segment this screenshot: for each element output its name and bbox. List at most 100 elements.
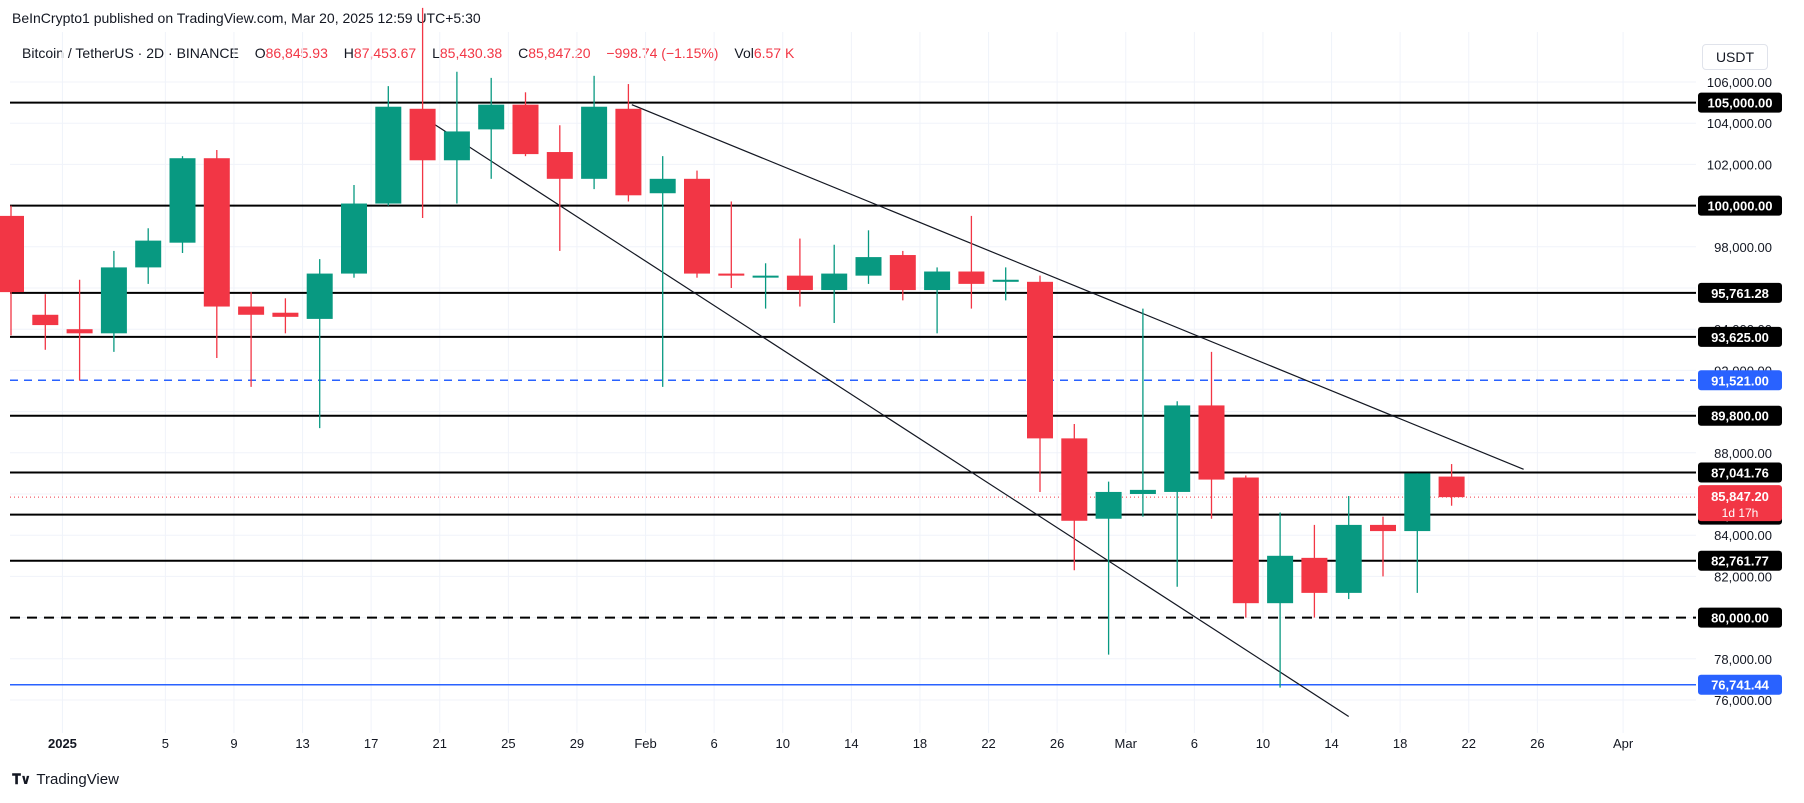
candle-up[interactable]	[375, 106, 402, 204]
candle-down[interactable]	[718, 273, 745, 276]
candle-down[interactable]	[889, 255, 916, 291]
candle-down[interactable]	[203, 158, 230, 307]
x-tick-label: 9	[230, 736, 237, 751]
level-tag	[1698, 370, 1782, 391]
y-tick-label: 98,000.00	[1714, 240, 1772, 255]
x-tick-label: 14	[1324, 736, 1338, 751]
candle-down[interactable]	[1438, 476, 1465, 498]
y-tick-label: 106,000.00	[1707, 75, 1772, 90]
candle-down[interactable]	[66, 329, 93, 334]
x-tick-label: 29	[570, 736, 584, 751]
x-tick-label: 21	[433, 736, 447, 751]
high-label: H	[343, 45, 354, 61]
x-tick-label: 18	[1393, 736, 1407, 751]
level-tag-label: 91,521.00	[1711, 373, 1769, 388]
candle-down[interactable]	[684, 178, 710, 274]
currency-button[interactable]: USDT	[1702, 44, 1768, 70]
x-tick-label: Mar	[1115, 736, 1138, 751]
level-tag-label: 105,000.00	[1707, 96, 1772, 111]
candle-up[interactable]	[1129, 489, 1156, 494]
level-tag	[1698, 674, 1782, 695]
candle-down[interactable]	[512, 104, 539, 155]
open-value: 86,845.93	[265, 45, 328, 61]
x-tick-label: 2025	[48, 736, 77, 751]
trendline[interactable]	[429, 120, 1350, 717]
x-tick-label: Apr	[1613, 736, 1634, 751]
candle-up[interactable]	[478, 104, 505, 130]
level-tag	[1698, 282, 1782, 303]
high-value: 87,453.67	[353, 45, 417, 61]
candle-up[interactable]	[1404, 473, 1431, 532]
candle-down[interactable]	[32, 314, 59, 326]
candle-down[interactable]	[546, 152, 573, 179]
candle-up[interactable]	[1095, 491, 1122, 519]
level-tag	[1698, 326, 1782, 347]
candle-up[interactable]	[1335, 524, 1362, 593]
candle-up[interactable]	[992, 279, 1019, 282]
candle-down[interactable]	[1232, 477, 1259, 604]
x-tick-label: 18	[913, 736, 927, 751]
candle-up[interactable]	[581, 106, 608, 179]
candle-down[interactable]	[0, 215, 24, 293]
y-tick-label: 76,000.00	[1714, 693, 1772, 708]
level-tag-label: 93,625.00	[1711, 330, 1769, 345]
candle-down[interactable]	[1198, 405, 1225, 480]
candle-up[interactable]	[649, 178, 676, 194]
level-tag	[1698, 462, 1782, 483]
x-tick-label: 26	[1050, 736, 1064, 751]
trendline[interactable]	[631, 104, 1524, 470]
candle-down[interactable]	[958, 271, 985, 284]
x-tick-label: 22	[981, 736, 995, 751]
level-tag	[1698, 550, 1782, 571]
candle-up[interactable]	[1164, 405, 1191, 492]
candle-up[interactable]	[1267, 555, 1294, 604]
x-tick-label: 13	[295, 736, 309, 751]
level-tag-label: 82,761.77	[1711, 554, 1769, 569]
x-tick-label: 10	[776, 736, 790, 751]
candle-down[interactable]	[786, 275, 813, 291]
tradingview-brand: TradingView	[36, 771, 119, 788]
candle-down[interactable]	[1301, 557, 1328, 593]
vol-value: 6.57 K	[753, 45, 795, 61]
candle-up[interactable]	[924, 271, 951, 291]
x-tick-label: 10	[1256, 736, 1270, 751]
low-value: 85,430.38	[439, 45, 503, 61]
y-tick-label: 104,000.00	[1707, 116, 1772, 131]
candle-up[interactable]	[100, 267, 127, 334]
candle-down[interactable]	[272, 312, 299, 317]
candle-up[interactable]	[169, 158, 196, 243]
x-tick-label: 17	[364, 736, 378, 751]
candle-up[interactable]	[306, 273, 333, 319]
x-tick-label: 14	[844, 736, 858, 751]
candle-up[interactable]	[443, 131, 470, 161]
candle-up[interactable]	[135, 240, 162, 268]
symbol-title[interactable]: Bitcoin / TetherUS · 2D · BINANCE	[22, 45, 239, 61]
level-tag	[1698, 405, 1782, 426]
candle-down[interactable]	[1370, 524, 1396, 532]
level-tag-label: 100,000.00	[1707, 199, 1772, 214]
candle-down[interactable]	[409, 108, 436, 161]
candle-down[interactable]	[1061, 438, 1088, 521]
level-tag-label: 95,761.28	[1711, 286, 1769, 301]
candle-down[interactable]	[615, 108, 642, 196]
vol-label: Vol	[734, 45, 754, 61]
level-tag-label: 76,741.44	[1711, 678, 1770, 693]
x-tick-label: Feb	[634, 736, 656, 751]
low-label: L	[432, 45, 440, 61]
candle-down[interactable]	[238, 306, 265, 315]
ohlc-legend: Bitcoin / TetherUS · 2D · BINANCE O86,84…	[22, 45, 794, 61]
x-tick-label: 6	[711, 736, 718, 751]
level-tag-label: 80,000.00	[1711, 611, 1769, 626]
x-tick-label: 22	[1462, 736, 1476, 751]
x-tick-label: 5	[162, 736, 169, 751]
candle-up[interactable]	[821, 273, 848, 291]
candle-down[interactable]	[1027, 281, 1053, 439]
level-tag-label: 89,800.00	[1711, 409, 1769, 424]
tradingview-logo[interactable]: 𝐓∨ TradingView	[12, 771, 119, 788]
level-tag-label: 87,041.76	[1711, 466, 1769, 481]
candle-up[interactable]	[341, 203, 367, 274]
countdown-label: 1d 17h	[1722, 506, 1759, 520]
candle-up[interactable]	[855, 257, 882, 276]
candle-up[interactable]	[752, 275, 779, 278]
